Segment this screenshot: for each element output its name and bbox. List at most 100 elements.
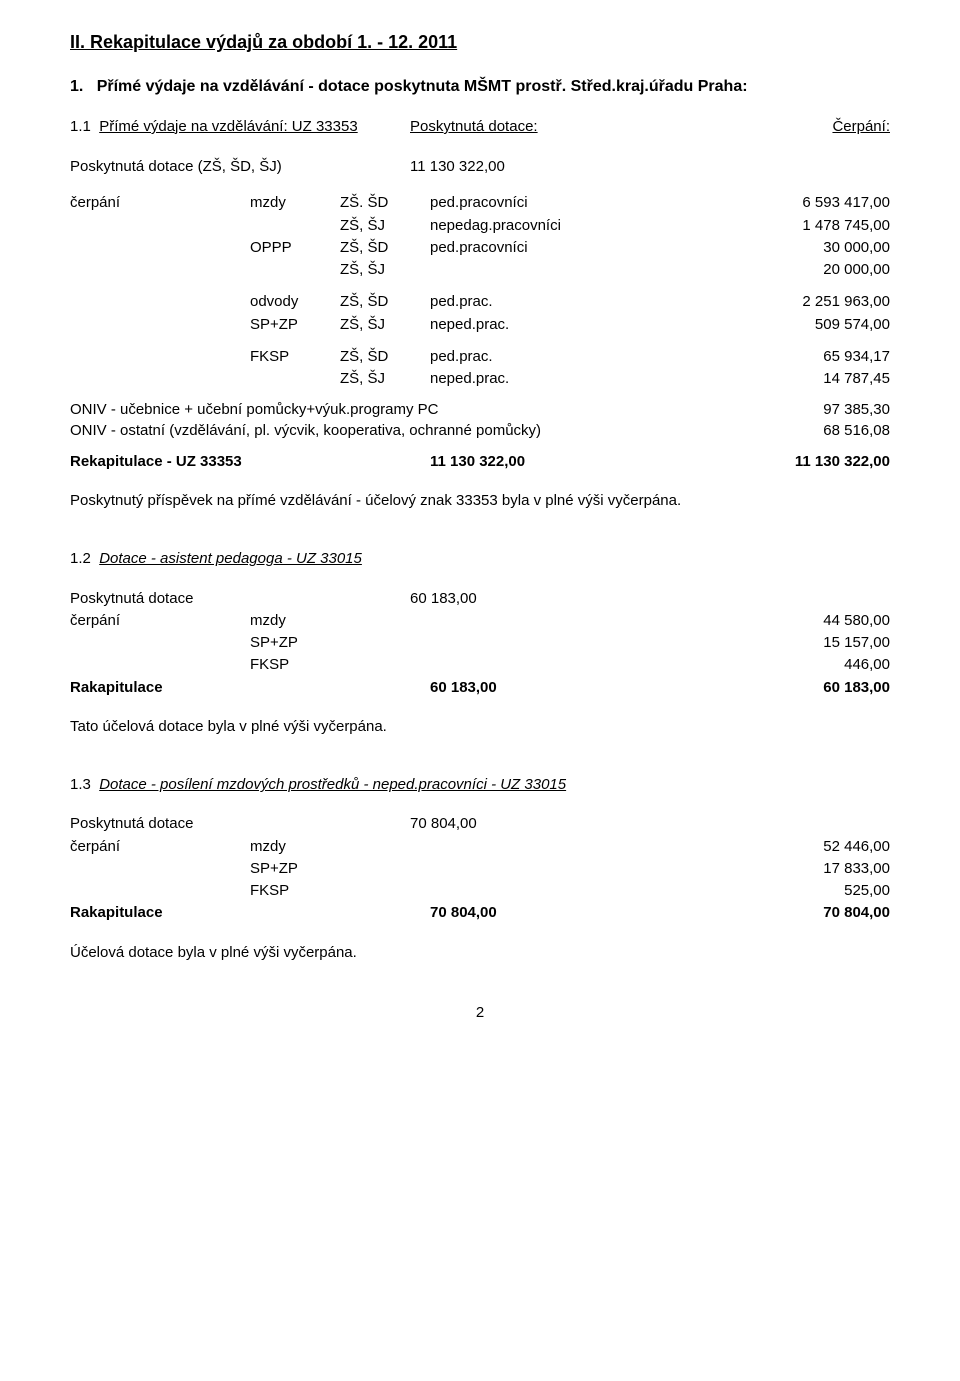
cell: SP+ZP: [250, 314, 340, 336]
cell: 30 000,00: [630, 237, 890, 259]
s3-rekap-label: Rakapitulace: [70, 902, 430, 924]
s3-rekap-mid: 70 804,00: [430, 902, 710, 924]
table-row: FKSP ZŠ, ŠD ped.prac. 65 934,17: [70, 346, 890, 368]
sub11-poskytnuta: Poskytnutá dotace:: [410, 116, 670, 138]
cell: ZŠ, ŠJ: [340, 259, 430, 281]
cell: 17 833,00: [630, 858, 890, 880]
cell: ped.prac.: [430, 346, 630, 368]
cell: 20 000,00: [630, 259, 890, 281]
cell: čerpání: [70, 836, 250, 858]
section13-note: Účelová dotace byla v plné výši vyčerpán…: [70, 943, 890, 963]
cell: ped.pracovníci: [430, 192, 630, 214]
sub11-num: 1.1: [70, 118, 91, 135]
sub11-cerpani: Čerpání:: [670, 116, 890, 138]
cell: SP+ZP: [250, 632, 340, 654]
cell: 15 157,00: [630, 632, 890, 654]
cell: FKSP: [250, 346, 340, 368]
cell: [250, 215, 340, 237]
cell: neped.prac.: [430, 314, 630, 336]
section12-title: Dotace - asistent pedagoga - UZ 33015: [99, 550, 362, 567]
s3-dotace-label: Poskytnutá dotace: [70, 813, 410, 835]
cell: FKSP: [250, 880, 340, 902]
cell: SP+ZP: [250, 858, 340, 880]
oniv-row-2: ONIV - ostatní (vzdělávání, pl. výcvik, …: [70, 421, 890, 441]
cell: ZŠ, ŠJ: [340, 368, 430, 390]
s3-rekap-right: 70 804,00: [710, 902, 890, 924]
s2-rekap-row: Rakapitulace 60 183,00 60 183,00: [70, 677, 890, 699]
s2-dotace-label: Poskytnutá dotace: [70, 588, 410, 610]
cell: 44 580,00: [630, 610, 890, 632]
section1-heading: 1. Přímé výdaje na vzdělávání - dotace p…: [70, 76, 890, 98]
cell: nepedag.pracovníci: [430, 215, 630, 237]
table-row: čerpání mzdy 52 446,00: [70, 836, 890, 858]
table-row: FKSP 525,00: [70, 880, 890, 902]
s2-rekap-right: 60 183,00: [710, 677, 890, 699]
page-number: 2: [70, 1003, 890, 1023]
table-row: SP+ZP 17 833,00: [70, 858, 890, 880]
dotace-label: Poskytnutá dotace (ZŠ, ŠD, ŠJ): [70, 156, 410, 178]
table-row: SP+ZP ZŠ, ŠJ neped.prac. 509 574,00: [70, 314, 890, 336]
dotace-line: Poskytnutá dotace (ZŠ, ŠD, ŠJ) 11 130 32…: [70, 156, 890, 178]
section13-num: 1.3: [70, 776, 91, 793]
oniv1-value: 97 385,30: [823, 400, 890, 420]
cell: mzdy: [250, 836, 340, 858]
oniv2-label: ONIV - ostatní (vzdělávání, pl. výcvik, …: [70, 421, 541, 441]
s3-dotace-row: Poskytnutá dotace 70 804,00: [70, 813, 890, 835]
cell: 525,00: [630, 880, 890, 902]
oniv1-label: ONIV - učebnice + učební pomůcky+výuk.pr…: [70, 400, 439, 420]
rekap-mid: 11 130 322,00: [430, 451, 710, 473]
cell: 509 574,00: [630, 314, 890, 336]
cell: ZŠ, ŠJ: [340, 215, 430, 237]
dotace-value: 11 130 322,00: [410, 156, 670, 178]
table-row: ZŠ, ŠJ neped.prac. 14 787,45: [70, 368, 890, 390]
oniv2-value: 68 516,08: [823, 421, 890, 441]
cell: OPPP: [250, 237, 340, 259]
sub11-row: 1.1 Přímé výdaje na vzdělávání: UZ 33353…: [70, 116, 890, 138]
cell: ZŠ. ŠD: [340, 192, 430, 214]
rekap-row: Rekapitulace - UZ 33353 11 130 322,00 11…: [70, 451, 890, 473]
section1-note: Poskytnutý příspěvek na přímé vzdělávání…: [70, 491, 890, 511]
cell: ZŠ, ŠJ: [340, 314, 430, 336]
section12-note: Tato účelová dotace byla v plné výši vyč…: [70, 717, 890, 737]
s3-dotace-value: 70 804,00: [410, 813, 670, 835]
cell: ZŠ, ŠD: [340, 346, 430, 368]
cell: ped.pracovníci: [430, 237, 630, 259]
cell: ZŠ, ŠD: [340, 291, 430, 313]
cell: mzdy: [250, 610, 340, 632]
table-row: ZŠ, ŠJ nepedag.pracovníci 1 478 745,00: [70, 215, 890, 237]
oniv-row-1: ONIV - učebnice + učební pomůcky+výuk.pr…: [70, 400, 890, 420]
table-row: čerpání mzdy 44 580,00: [70, 610, 890, 632]
s2-dotace-row: Poskytnutá dotace 60 183,00: [70, 588, 890, 610]
cell: ped.prac.: [430, 291, 630, 313]
section12-heading: 1.2 Dotace - asistent pedagoga - UZ 3301…: [70, 549, 890, 569]
table-row: odvody ZŠ, ŠD ped.prac. 2 251 963,00: [70, 291, 890, 313]
s2-rekap-label: Rakapitulace: [70, 677, 430, 699]
section13-heading: 1.3 Dotace - posílení mzdových prostředk…: [70, 775, 890, 795]
table-row: čerpání mzdy ZŠ. ŠD ped.pracovníci 6 593…: [70, 192, 890, 214]
cell: 446,00: [630, 654, 890, 676]
cell: FKSP: [250, 654, 340, 676]
cell: 1 478 745,00: [630, 215, 890, 237]
cell: čerpání: [70, 610, 250, 632]
cell: mzdy: [250, 192, 340, 214]
s3-rekap-row: Rakapitulace 70 804,00 70 804,00: [70, 902, 890, 924]
cell: ZŠ, ŠD: [340, 237, 430, 259]
table-row: OPPP ZŠ, ŠD ped.pracovníci 30 000,00: [70, 237, 890, 259]
cell: čerpání: [70, 192, 250, 214]
cell: 6 593 417,00: [630, 192, 890, 214]
section12-num: 1.2: [70, 550, 91, 567]
cell: 52 446,00: [630, 836, 890, 858]
rekap-right: 11 130 322,00: [710, 451, 890, 473]
s2-dotace-value: 60 183,00: [410, 588, 670, 610]
sub11-text: Přímé výdaje na vzdělávání: UZ 33353: [99, 118, 357, 135]
table-row: SP+ZP 15 157,00: [70, 632, 890, 654]
cell: 14 787,45: [630, 368, 890, 390]
table-row: ZŠ, ŠJ 20 000,00: [70, 259, 890, 281]
cell: neped.prac.: [430, 368, 630, 390]
page-title: II. Rekapitulace výdajů za období 1. - 1…: [70, 30, 890, 54]
cell: 2 251 963,00: [630, 291, 890, 313]
s2-rekap-mid: 60 183,00: [430, 677, 710, 699]
table-row: FKSP 446,00: [70, 654, 890, 676]
section1-text: Přímé výdaje na vzdělávání - dotace posk…: [97, 78, 748, 95]
cell: odvody: [250, 291, 340, 313]
